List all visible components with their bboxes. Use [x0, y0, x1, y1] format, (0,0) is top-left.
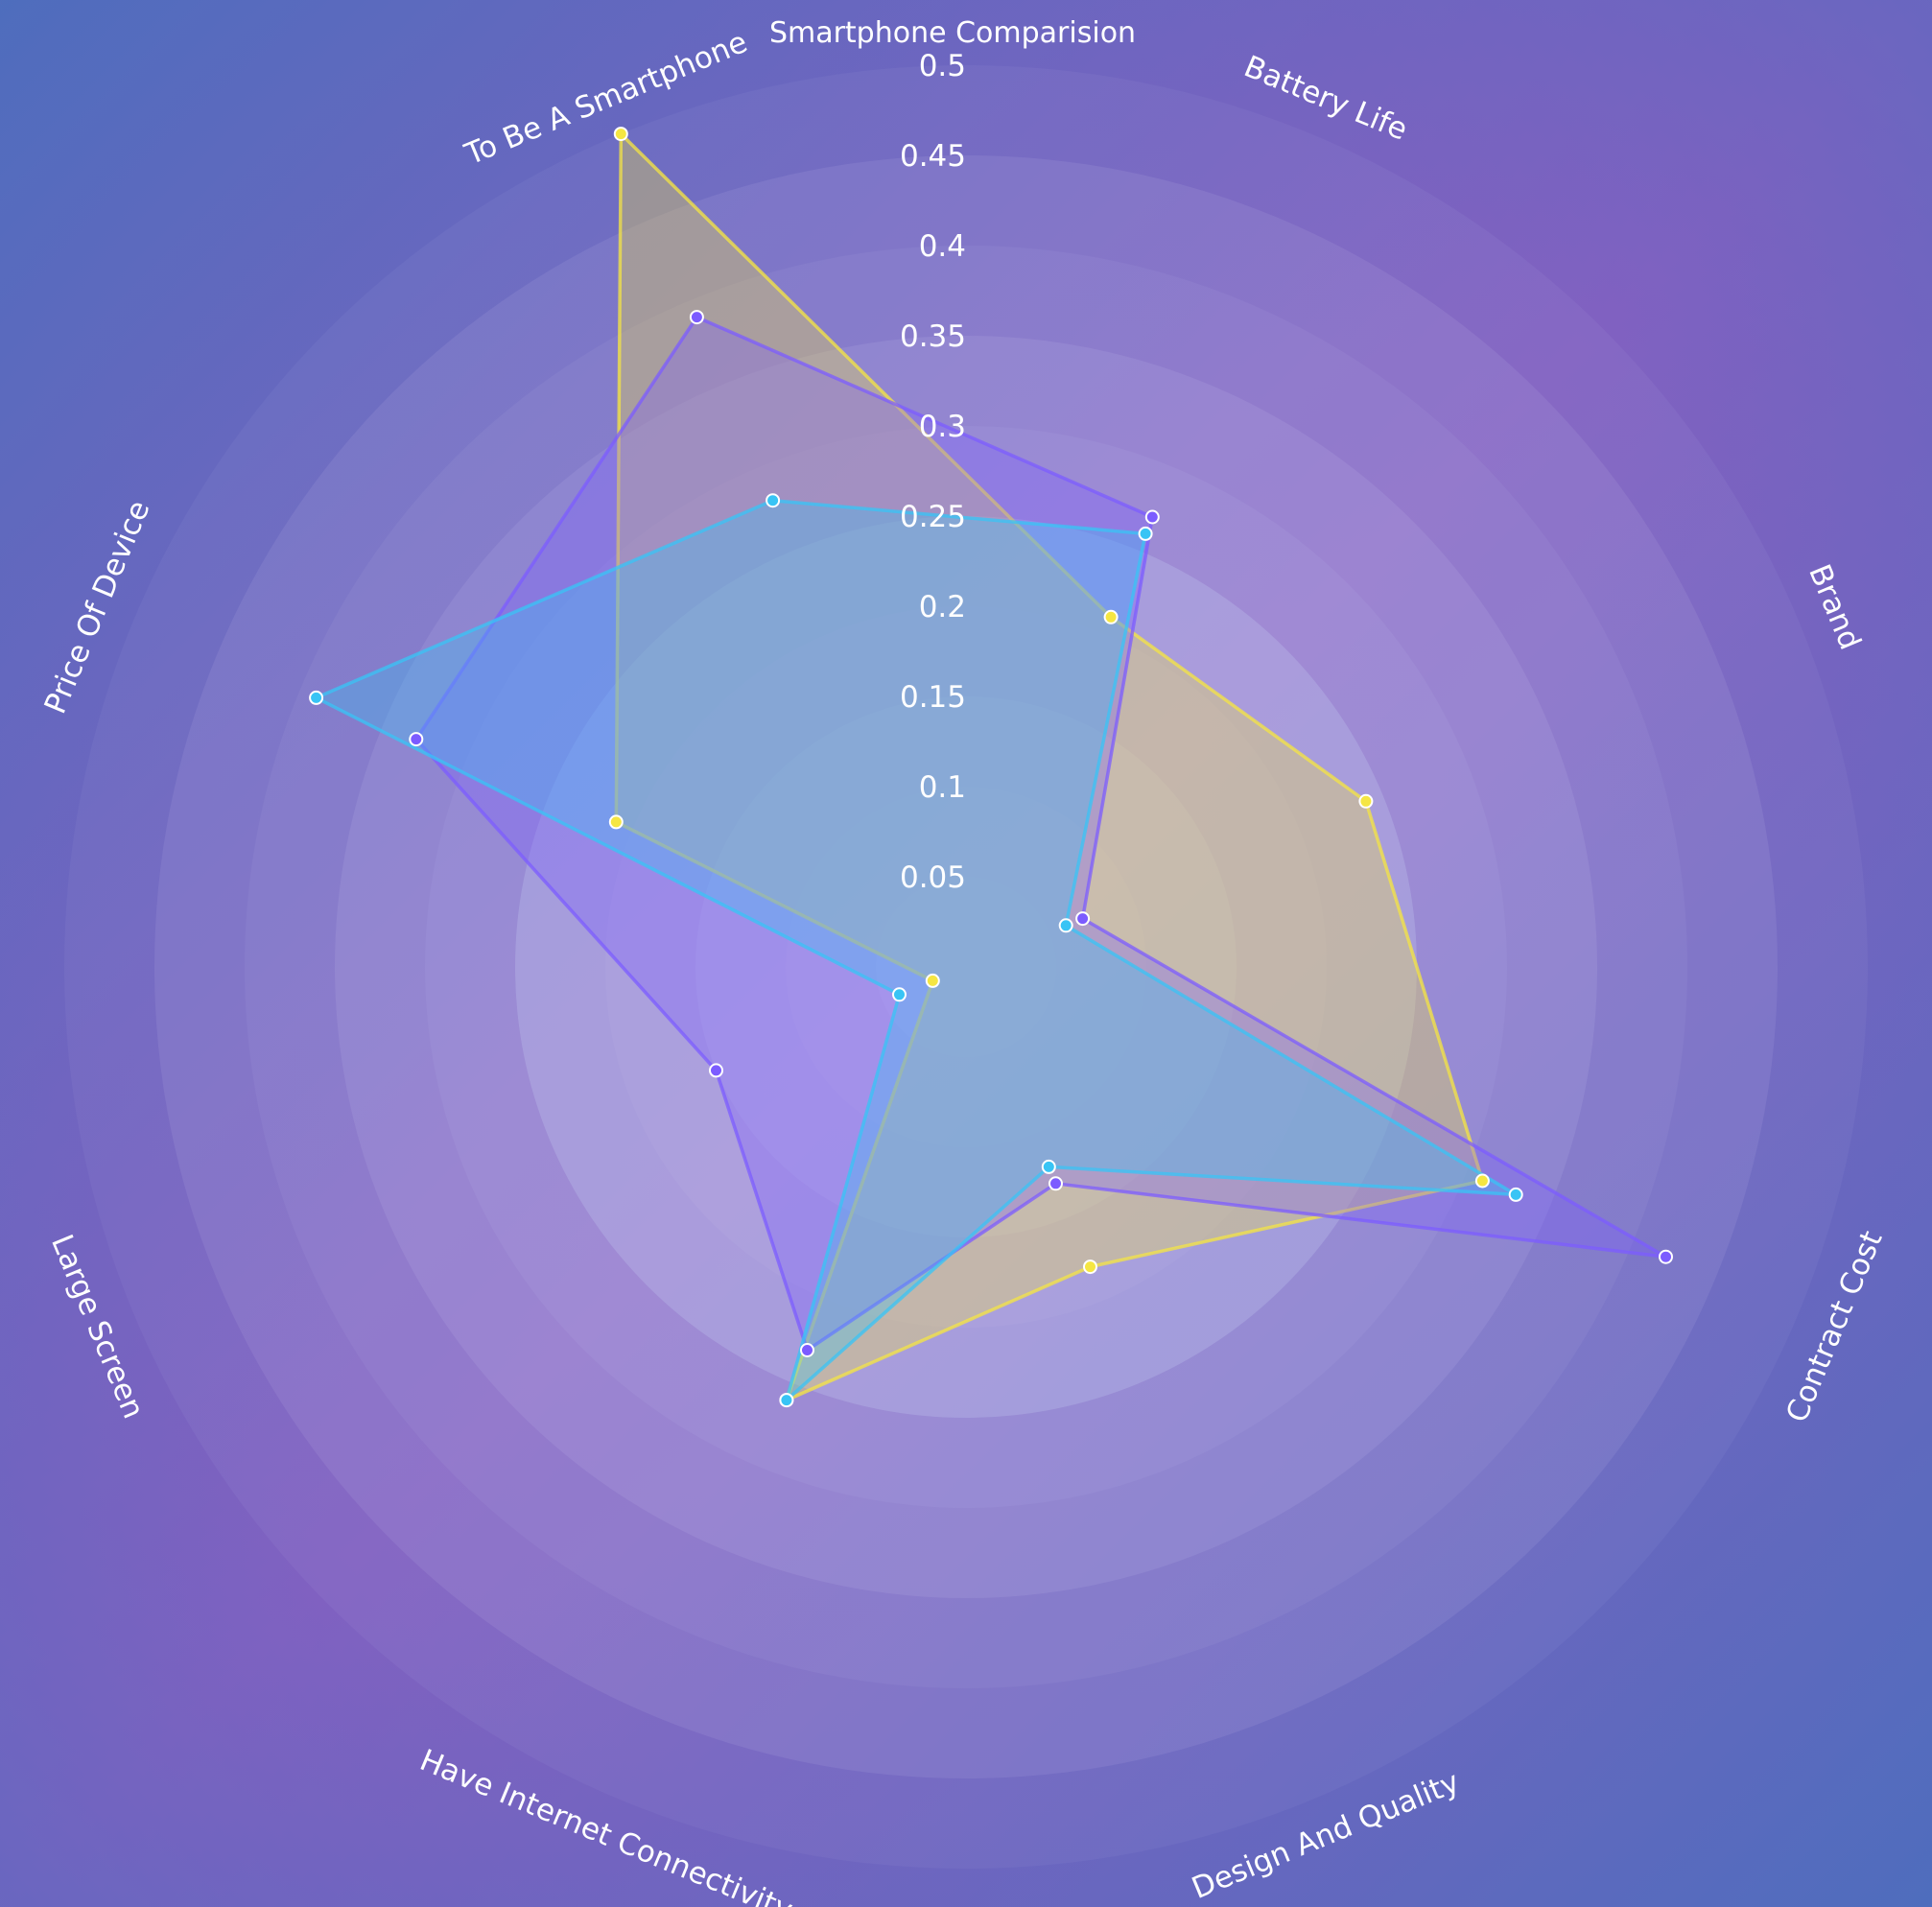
series-2-point[interactable]: [409, 732, 424, 747]
grid-ring: [245, 246, 1687, 1688]
grid-ring: [64, 65, 1868, 1869]
series-1-point[interactable]: [1474, 1173, 1490, 1189]
radial-tick-label: 0.1: [919, 770, 966, 805]
radial-tick-label: 0.25: [900, 500, 966, 534]
grid-ring: [335, 336, 1597, 1598]
series-2-point[interactable]: [800, 1343, 814, 1357]
series-3-point[interactable]: [766, 493, 781, 508]
radial-grid-rings: [64, 65, 1868, 1869]
series-2-point[interactable]: [689, 310, 704, 325]
grid-ring: [695, 696, 1237, 1237]
grid-ring: [154, 155, 1778, 1778]
radial-tick-label: 0.15: [900, 680, 966, 715]
series-1-point[interactable]: [1083, 1260, 1097, 1275]
radial-tick-label: 0.45: [900, 139, 966, 174]
series-3-point[interactable]: [1138, 526, 1153, 541]
radial-tick-label: 0.3: [919, 410, 966, 444]
radial-tick-label: 0.4: [919, 229, 966, 264]
series-2-point[interactable]: [1659, 1249, 1673, 1264]
series-2-point[interactable]: [1144, 509, 1160, 525]
series-layer: [309, 127, 1673, 1408]
series-2-point[interactable]: [1048, 1176, 1063, 1191]
grid-ring: [605, 606, 1327, 1328]
radial-tick-label: 0.35: [900, 319, 966, 354]
chart-title: Smartphone Comparision: [769, 16, 1136, 50]
radial-tick-labels: 0.05 0.1 0.15 0.2 0.25 0.3 0.35 0.4 0.45 0.5: [900, 49, 966, 895]
grid-ring: [425, 426, 1507, 1508]
grid-ring: [515, 516, 1417, 1418]
grid-inner-glow: [515, 516, 1417, 1418]
series-3-point[interactable]: [309, 690, 324, 705]
series-3-point[interactable]: [892, 987, 907, 1002]
series-3-point[interactable]: [1508, 1187, 1523, 1202]
series-1-point[interactable]: [608, 814, 624, 830]
radial-tick-label: 0.05: [900, 860, 966, 895]
series-3-point[interactable]: [779, 1393, 794, 1408]
series-3-point[interactable]: [1058, 918, 1073, 933]
series-1-point[interactable]: [925, 973, 940, 988]
radial-tick-label: 0.5: [919, 49, 966, 83]
series-1-point[interactable]: [1358, 793, 1374, 809]
grid-ring: [786, 787, 1146, 1147]
series-2-point[interactable]: [709, 1063, 723, 1078]
series-1-point[interactable]: [613, 127, 628, 142]
series-2-point[interactable]: [1075, 911, 1091, 927]
series-1-point[interactable]: [1103, 609, 1119, 624]
series-3-point[interactable]: [1041, 1159, 1056, 1174]
radial-tick-label: 0.2: [919, 590, 966, 624]
